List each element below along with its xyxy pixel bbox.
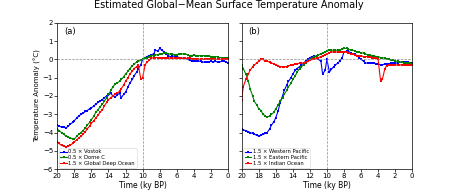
- 1.5 × Eastern Pacific: [264, 116, 270, 118]
- 0.5 × Vostok: [151, 53, 157, 55]
- 0.5 × Dome C: [207, 55, 212, 57]
- 1.5 × Global Deep Ocean: [185, 57, 191, 60]
- 1.5 × Western Pacific: [397, 61, 402, 63]
- 1.5 × Eastern Pacific: [350, 49, 355, 51]
- 0.5 × Vostok: [157, 47, 163, 50]
- 1.5 × Eastern Pacific: [341, 47, 347, 50]
- 0.5 × Dome C: [165, 53, 171, 55]
- 0.5 × Vostok: [198, 60, 203, 62]
- 0.5 × Vostok: [165, 55, 171, 57]
- 0.5 × Dome C: [70, 138, 76, 140]
- 1.5 × Western Pacific: [369, 62, 375, 64]
- Line: 1.5 × Western Pacific: 1.5 × Western Pacific: [240, 50, 413, 137]
- 1.5 × Eastern Pacific: [382, 57, 387, 60]
- 1.5 × Global Deep Ocean: [213, 58, 218, 60]
- 0.5 × Dome C: [185, 54, 191, 56]
- 1.5 × Indian Ocean: [239, 98, 244, 101]
- 1.5 × Indian Ocean: [348, 53, 354, 55]
- 1.5 × Western Pacific: [344, 50, 349, 52]
- 1.5 × Indian Ocean: [409, 64, 415, 66]
- 1.5 × Eastern Pacific: [409, 63, 415, 65]
- 1.5 × Global Deep Ocean: [153, 56, 158, 59]
- 0.5 × Dome C: [198, 55, 203, 57]
- 1.5 × Western Pacific: [391, 62, 396, 64]
- 0.5 × Vostok: [63, 127, 69, 129]
- Legend: 1.5 × Western Pacific, 1.5 × Eastern Pacific, 1.5 × Indian Ocean: 1.5 × Western Pacific, 1.5 × Eastern Pac…: [243, 148, 311, 168]
- 0.5 × Dome C: [151, 55, 157, 57]
- Y-axis label: Temperature Anomaly (°C): Temperature Anomaly (°C): [34, 50, 41, 142]
- 1.5 × Indian Ocean: [380, 78, 385, 81]
- Line: 1.5 × Global Deep Ocean: 1.5 × Global Deep Ocean: [56, 56, 229, 148]
- Text: (b): (b): [248, 27, 260, 36]
- Line: 0.5 × Vostok: 0.5 × Vostok: [56, 47, 229, 129]
- Line: 1.5 × Eastern Pacific: 1.5 × Eastern Pacific: [240, 47, 413, 118]
- 0.5 × Dome C: [55, 128, 60, 130]
- Line: 0.5 × Dome C: 0.5 × Dome C: [56, 52, 229, 140]
- Text: Estimated Global−Mean Surface Temperature Anomaly: Estimated Global−Mean Surface Temperatur…: [94, 0, 364, 10]
- 1.5 × Indian Ocean: [328, 51, 334, 53]
- 0.5 × Vostok: [55, 124, 60, 126]
- 1.5 × Eastern Pacific: [397, 61, 402, 63]
- 0.5 × Vostok: [207, 61, 212, 63]
- 1.5 × Global Deep Ocean: [198, 58, 203, 60]
- 1.5 × Global Deep Ocean: [207, 58, 212, 60]
- 0.5 × Vostok: [225, 62, 231, 64]
- 1.5 × Indian Ocean: [388, 64, 393, 66]
- 1.5 × Global Deep Ocean: [55, 141, 60, 143]
- 1.5 × Eastern Pacific: [335, 49, 341, 51]
- 0.5 × Vostok: [213, 60, 218, 62]
- 1.5 × Eastern Pacific: [239, 64, 244, 66]
- 0.5 × Dome C: [161, 52, 167, 54]
- 0.5 × Dome C: [225, 56, 231, 59]
- 0.5 × Vostok: [185, 58, 191, 60]
- Text: (a): (a): [64, 27, 76, 36]
- 0.5 × Dome C: [213, 55, 218, 58]
- 1.5 × Western Pacific: [350, 53, 355, 55]
- 1.5 × Global Deep Ocean: [151, 56, 157, 59]
- 1.5 × Indian Ocean: [367, 55, 372, 58]
- 1.5 × Western Pacific: [239, 128, 244, 130]
- 1.5 × Western Pacific: [409, 62, 415, 64]
- Line: 1.5 × Indian Ocean: 1.5 × Indian Ocean: [240, 51, 413, 101]
- 1.5 × Global Deep Ocean: [165, 56, 171, 59]
- 1.5 × Indian Ocean: [335, 51, 341, 53]
- 1.5 × Global Deep Ocean: [225, 58, 231, 60]
- 1.5 × Eastern Pacific: [369, 55, 375, 57]
- X-axis label: Time (ky BP): Time (ky BP): [119, 181, 167, 190]
- 1.5 × Western Pacific: [256, 135, 262, 137]
- 1.5 × Indian Ocean: [395, 64, 400, 66]
- Legend: 0.5 × Vostok, 0.5 × Dome C, 1.5 × Global Deep Ocean: 0.5 × Vostok, 0.5 × Dome C, 1.5 × Global…: [59, 148, 136, 168]
- 1.5 × Eastern Pacific: [391, 59, 396, 61]
- X-axis label: Time (ky BP): Time (ky BP): [303, 181, 351, 190]
- 1.5 × Western Pacific: [335, 62, 341, 64]
- 1.5 × Global Deep Ocean: [63, 146, 69, 148]
- 1.5 × Western Pacific: [382, 63, 387, 65]
